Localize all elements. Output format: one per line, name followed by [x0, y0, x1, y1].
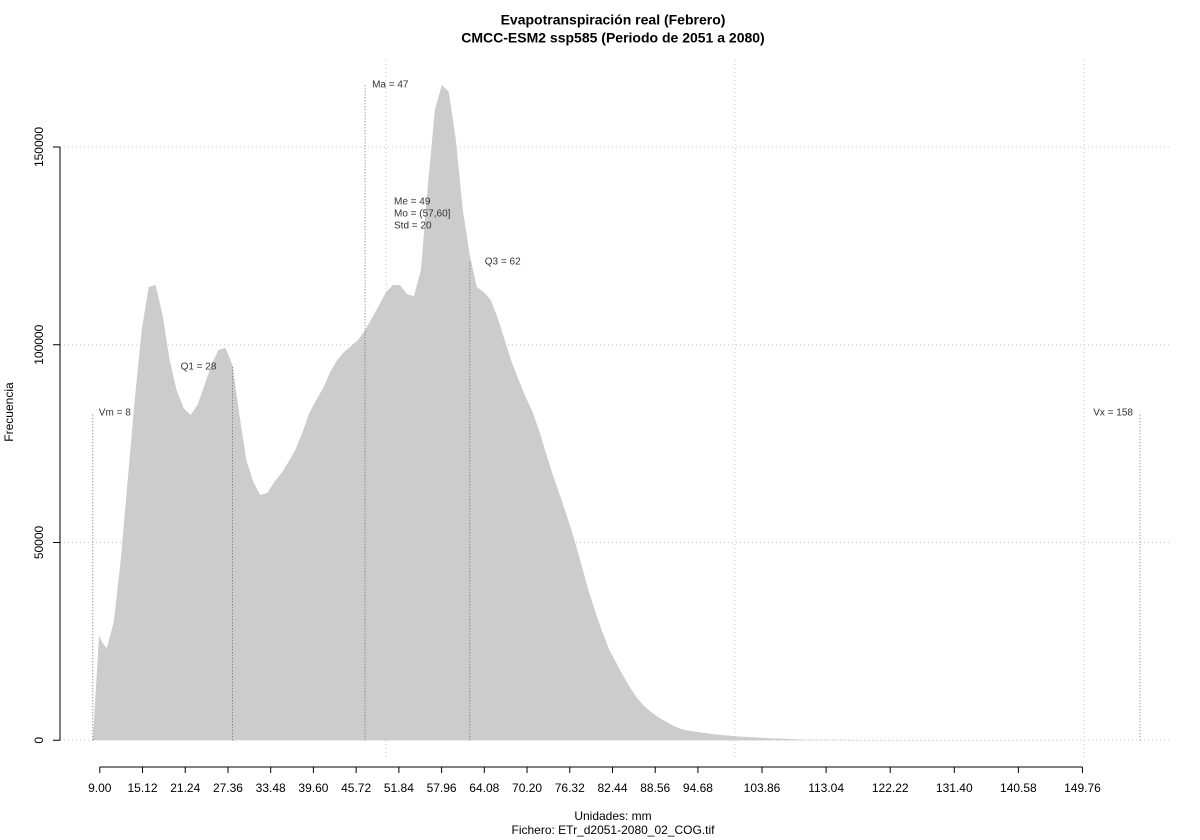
stats-label: Mo = (57,60] — [394, 209, 451, 220]
x-axis-label: Unidades: mm — [574, 809, 651, 823]
x-tick-label: 15.12 — [128, 781, 158, 795]
x-tick-label: 51.84 — [384, 781, 414, 795]
annotation-label: Vx = 158 — [1093, 408, 1133, 419]
x-tick-label: 113.04 — [808, 781, 844, 795]
annotation-label: Q3 = 62 — [485, 257, 521, 268]
x-tick-label: 103.86 — [744, 781, 781, 795]
x-tick-label: 57.96 — [427, 781, 457, 795]
y-tick-label: 0 — [32, 737, 46, 744]
x-tick-label: 122.22 — [872, 781, 909, 795]
x-tick-label: 45.72 — [341, 781, 371, 795]
chart-subtitle: CMCC-ESM2 ssp585 (Periodo de 2051 a 2080… — [461, 30, 764, 46]
x-tick-label: 94.68 — [683, 781, 713, 795]
stats-label: Me = 49 — [394, 197, 431, 208]
caption: Fichero: ETr_d2051-2080_02_COG.tif — [512, 823, 716, 837]
density-area — [92, 84, 1140, 741]
x-tick-label: 27.36 — [213, 781, 243, 795]
chart-title: Evapotranspiración real (Febrero) — [501, 12, 726, 28]
x-tick-label: 131.40 — [936, 781, 973, 795]
x-tick-label: 88.56 — [640, 781, 670, 795]
y-tick-label: 50000 — [32, 525, 46, 559]
stats-label: Std = 20 — [394, 221, 432, 232]
annotation-label: Ma = 47 — [372, 80, 409, 91]
x-tick-label: 9.00 — [88, 781, 112, 795]
x-tick-label: 140.58 — [1000, 781, 1037, 795]
x-tick-label: 76.32 — [555, 781, 585, 795]
x-tick-label: 149.76 — [1064, 781, 1101, 795]
annotation-label: Q1 = 28 — [181, 362, 217, 373]
x-tick-label: 82.44 — [597, 781, 627, 795]
annotation-label: Vm = 8 — [99, 408, 131, 419]
y-tick-label: 100000 — [32, 324, 46, 364]
y-axis-label: Frecuencia — [2, 382, 16, 442]
x-tick-label: 39.60 — [298, 781, 328, 795]
y-tick-label: 150000 — [32, 127, 46, 167]
x-tick-label: 33.48 — [256, 781, 286, 795]
x-tick-label: 70.20 — [512, 781, 542, 795]
x-tick-label: 64.08 — [469, 781, 499, 795]
x-tick-label: 21.24 — [170, 781, 200, 795]
